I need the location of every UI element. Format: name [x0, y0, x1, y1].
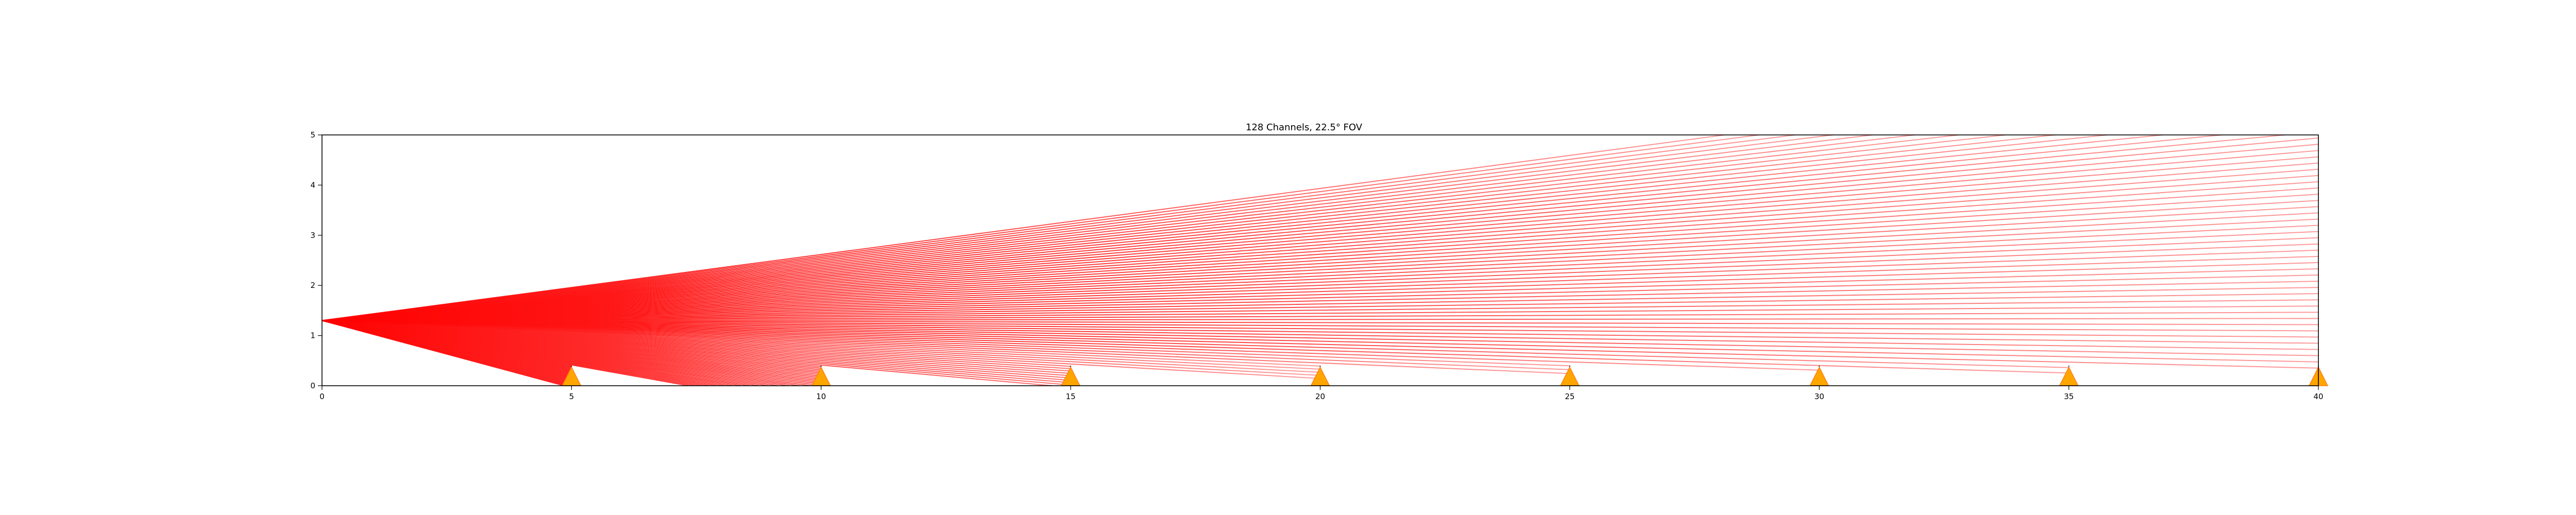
- x-axis-ticks: 0 5 10 15 20 25 30 35 40: [319, 386, 2324, 401]
- x-tick-label: 20: [1315, 392, 1325, 401]
- beam-line: [321, 144, 2319, 321]
- beam-line: [321, 320, 1320, 370]
- beam-line: [321, 138, 2319, 321]
- beam-line: [321, 320, 2069, 374]
- beam-line: [321, 320, 1320, 376]
- beam-line: [321, 134, 2285, 321]
- beam-line: [321, 249, 2319, 321]
- beam-line: [321, 262, 2319, 321]
- x-tick-label: 5: [569, 392, 574, 401]
- beam-line: [321, 187, 2319, 321]
- beam-line: [321, 134, 1959, 321]
- x-tick-label: 10: [816, 392, 826, 401]
- y-axis-ticks: 0 1 2 3 4 5: [310, 130, 322, 390]
- beam-line: [321, 134, 2163, 321]
- beam-line: [321, 134, 1759, 321]
- beam-line: [321, 320, 2319, 363]
- beam-line: [321, 320, 1320, 373]
- beam-line: [321, 134, 2055, 321]
- beam-line: [321, 218, 2319, 321]
- x-tick-label: 30: [1815, 392, 1824, 401]
- x-tick-label: 35: [2064, 392, 2074, 401]
- beam-line: [321, 320, 1820, 371]
- beam-line: [321, 320, 1320, 367]
- obstacle-markers: [562, 366, 2329, 386]
- beam-line: [321, 134, 1873, 321]
- beam-line: [321, 134, 1725, 321]
- y-tick-label: 0: [310, 381, 315, 390]
- beam-line: [321, 281, 2319, 321]
- x-tick-label: 15: [1066, 392, 1076, 401]
- beam-line: [321, 194, 2319, 321]
- beam-line: [321, 206, 2319, 321]
- y-tick-label: 5: [310, 130, 315, 140]
- beam-line: [321, 287, 2319, 321]
- beam-line: [321, 320, 1570, 374]
- beam-line: [321, 134, 1795, 321]
- y-tick-label: 4: [310, 180, 315, 190]
- beam-line: [321, 134, 2108, 321]
- beam-line: [321, 320, 1570, 367]
- beam-line: [321, 320, 2319, 350]
- beam-line: [321, 320, 2319, 356]
- beam-line: [321, 320, 1320, 379]
- beam-line: [321, 168, 2319, 321]
- beam-line: [321, 231, 2319, 321]
- beam-line: [321, 320, 1570, 370]
- beam-line: [321, 320, 2319, 332]
- x-tick-label: 0: [319, 392, 325, 401]
- beam-line: [321, 225, 2319, 321]
- beam-line: [321, 162, 2319, 321]
- beam-line: [321, 320, 2319, 369]
- beam-line: [321, 134, 2223, 321]
- beam-line: [321, 150, 2319, 321]
- chart-title: 128 Channels, 22.5° FOV: [1246, 122, 1363, 133]
- beam-line: [321, 312, 2319, 321]
- beam-line: [321, 212, 2319, 321]
- beam-line: [321, 320, 2319, 344]
- beam-line: [321, 243, 2319, 321]
- beam-line: [321, 320, 2319, 338]
- y-tick-label: 3: [310, 231, 315, 240]
- beam-line: [321, 293, 2319, 321]
- x-tick-label: 25: [1565, 392, 1574, 401]
- beam-line: [321, 320, 2319, 325]
- beam-line: [321, 134, 1833, 321]
- beam-line: [321, 255, 2319, 321]
- x-tick-label: 40: [2313, 392, 2323, 401]
- beam-line: [321, 175, 2319, 321]
- beam-line: [321, 299, 2319, 321]
- y-tick-label: 2: [310, 281, 315, 290]
- beam-line: [321, 134, 2006, 321]
- beam-line: [321, 305, 2319, 321]
- beam-line: [321, 320, 2069, 368]
- beam-line: [321, 318, 2319, 321]
- beam-line: [321, 134, 1915, 321]
- beam-line: [321, 156, 2319, 321]
- beam-line: [321, 181, 2319, 321]
- beam-line: [321, 274, 2319, 321]
- beam-lines: [321, 134, 2319, 386]
- beam-line: [321, 268, 2319, 321]
- y-tick-label: 1: [310, 331, 315, 340]
- beam-line: [321, 200, 2319, 321]
- beam-line: [321, 237, 2319, 321]
